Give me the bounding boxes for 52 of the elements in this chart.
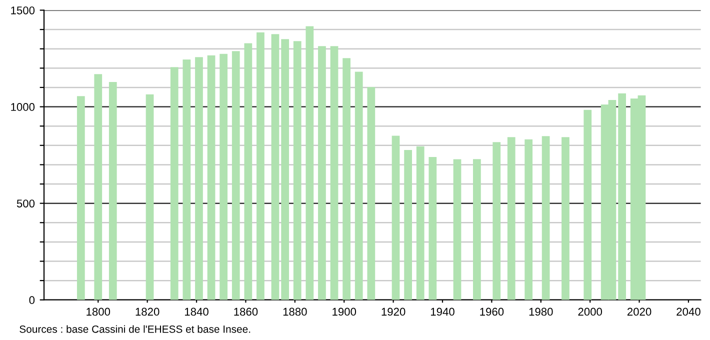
bar [416,146,424,300]
bar [562,137,570,300]
source-note: Sources : base Cassini de l'EHESS et base Insee. [20,325,250,333]
bar [256,32,264,300]
bar [367,87,376,300]
bar [330,46,338,300]
bar [220,54,228,300]
bar [207,55,216,300]
bar [492,142,501,300]
x-tick-label: 1800 [86,308,110,316]
bar [170,67,178,300]
bar [342,58,351,300]
bar [182,59,191,300]
bar [473,159,481,300]
x-tick-label: 1840 [185,308,208,316]
x-tick-label: 1860 [234,308,258,316]
bar [507,137,516,300]
bar [428,156,437,300]
bar [453,159,462,300]
y-tick-label: 500 [16,200,35,208]
bar [108,82,117,300]
x-tick-label: 1980 [529,308,553,316]
x-tick-label: 1920 [382,308,406,316]
y-tick-label: 0 [29,296,35,304]
bar [146,94,154,300]
x-tick-label: 2000 [578,308,602,316]
bar [618,93,626,300]
bar [392,136,400,300]
bar [281,39,290,300]
bar [318,46,326,300]
bar [195,57,203,300]
bar [76,96,85,300]
bar [244,43,252,300]
x-tick-label: 2020 [627,308,652,316]
bar [542,136,550,300]
bar [271,34,280,300]
bar [306,26,314,300]
bar [354,72,363,300]
x-tick-label: 1960 [480,308,504,316]
bar [584,110,592,300]
bar [293,41,302,300]
bar [404,150,412,300]
bar [232,51,240,300]
y-tick-label: 1500 [11,6,35,14]
x-tick-label: 1820 [136,308,160,316]
bar [524,139,533,300]
bar [94,74,102,300]
x-tick-label: 2040 [676,308,700,316]
x-tick-label: 1880 [283,308,307,316]
x-tick-label: 1900 [332,308,356,316]
y-tick-label: 1000 [11,103,35,111]
x-tick-label: 1940 [430,308,454,316]
